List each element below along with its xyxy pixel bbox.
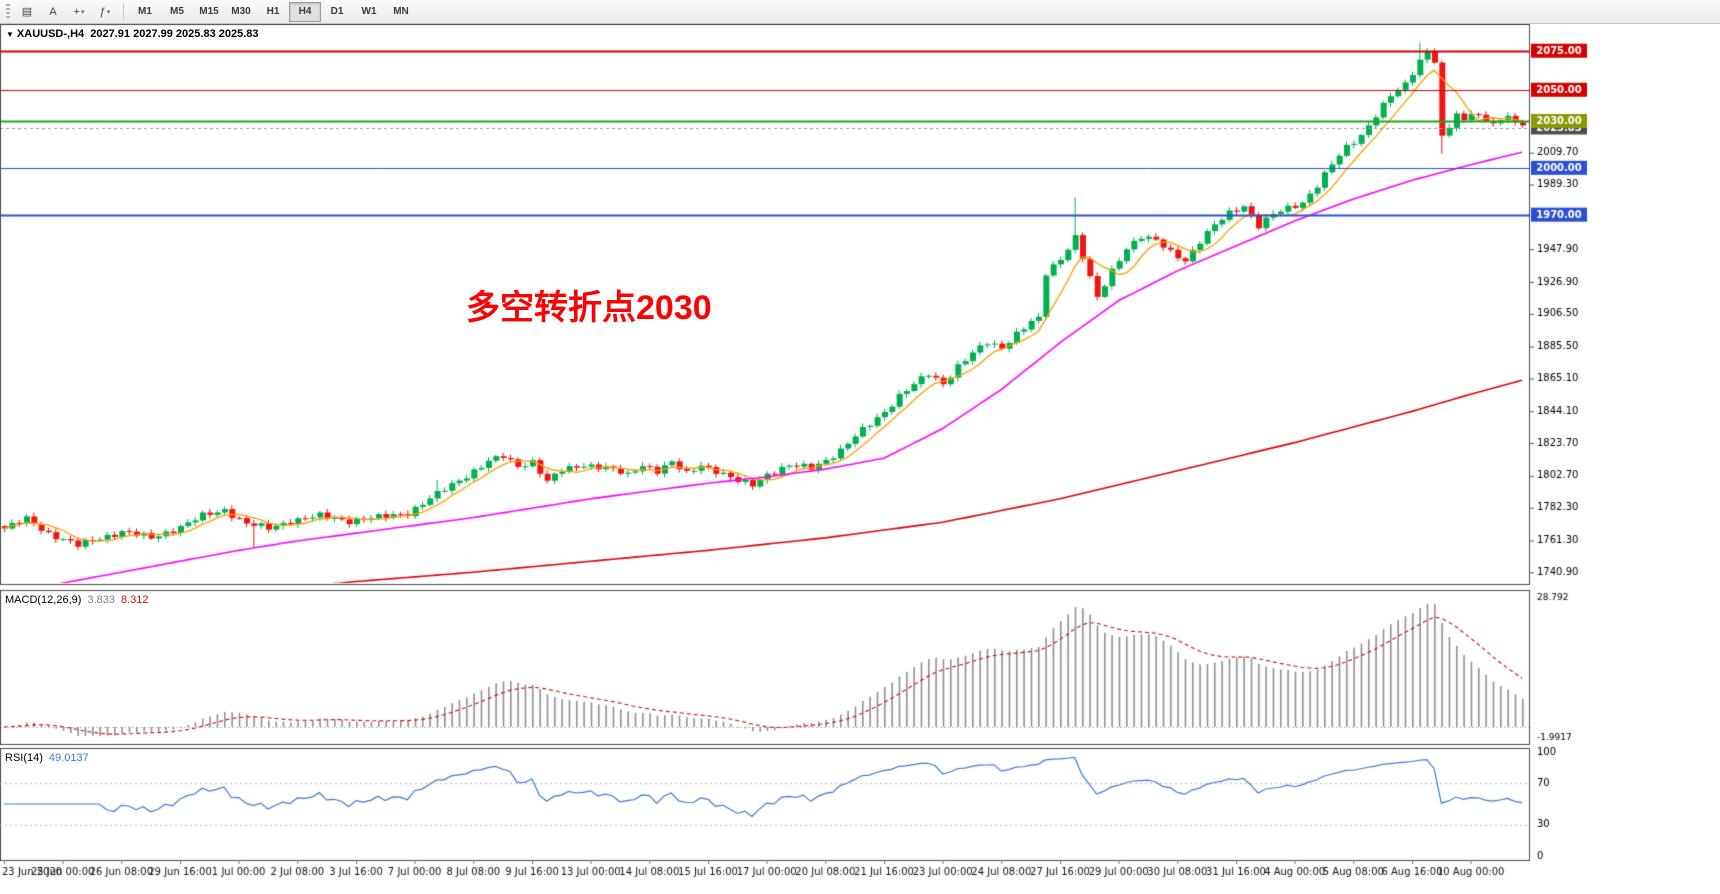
toolbar: ▤ A + ▾ ƒ ▾ M1 M5 M15 M30 H1 H4 D1 W1 MN — [0, 0, 1720, 24]
chart-canvas[interactable] — [0, 24, 1720, 894]
text-tool-icon: A — [49, 5, 57, 18]
toolbar-grip[interactable] — [6, 3, 10, 20]
toolbar-separator — [123, 3, 124, 20]
chart-window: ▼ XAUUSD-,H4 2027.91 2027.99 2025.83 2025… — [0, 24, 1720, 894]
timeframe-button-m15[interactable]: M15 — [199, 6, 219, 17]
timeframe-button-d1[interactable]: D1 — [330, 6, 344, 17]
timeframe-button-m30[interactable]: M30 — [231, 6, 251, 17]
chart-list-icon: ▤ — [21, 6, 33, 18]
chart-list-button[interactable]: ▤ — [14, 1, 40, 23]
symbol-dropdown-icon[interactable]: ▼ — [6, 30, 14, 39]
timeframe-button-w1[interactable]: W1 — [361, 6, 377, 17]
indicators-button[interactable]: ƒ ▾ — [92, 1, 118, 23]
text-tool-button[interactable]: A — [40, 1, 66, 23]
function-icon: ƒ — [99, 5, 106, 18]
crosshair-icon: + — [73, 5, 80, 18]
timeframe-button-m5[interactable]: M5 — [170, 6, 184, 17]
timeframe-button-mn[interactable]: MN — [393, 6, 409, 17]
chevron-down-icon: ▾ — [80, 8, 85, 16]
chevron-down-icon: ▾ — [106, 8, 111, 16]
timeframe-button-m1[interactable]: M1 — [138, 6, 152, 17]
timeframe-button-h4[interactable]: H4 — [289, 1, 321, 22]
chart-annotation[interactable]: 多空转折点2030 — [466, 289, 712, 327]
crosshair-tool-button[interactable]: + ▾ — [66, 1, 92, 23]
timeframe-button-h1[interactable]: H1 — [266, 6, 280, 17]
